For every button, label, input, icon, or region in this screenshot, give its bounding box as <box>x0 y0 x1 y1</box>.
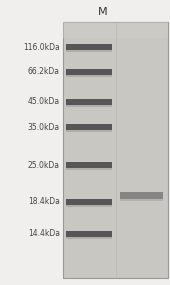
Bar <box>66 44 112 50</box>
Bar <box>120 198 163 201</box>
Bar <box>66 75 112 77</box>
Bar <box>66 199 112 205</box>
Bar <box>120 192 163 198</box>
Bar <box>66 168 112 170</box>
Bar <box>66 69 112 75</box>
Bar <box>66 130 112 132</box>
Bar <box>66 50 112 52</box>
Bar <box>63 22 168 38</box>
Text: 66.2kDa: 66.2kDa <box>28 68 60 76</box>
Bar <box>66 237 112 239</box>
Text: 35.0kDa: 35.0kDa <box>28 123 60 131</box>
Bar <box>63 22 168 278</box>
Text: 25.0kDa: 25.0kDa <box>28 160 60 170</box>
Bar <box>66 124 112 130</box>
Bar <box>66 231 112 237</box>
Bar <box>66 162 112 168</box>
Text: 45.0kDa: 45.0kDa <box>28 97 60 107</box>
Bar <box>66 99 112 105</box>
Bar <box>66 205 112 207</box>
Text: M: M <box>98 7 108 17</box>
Bar <box>66 105 112 107</box>
Text: 14.4kDa: 14.4kDa <box>28 229 60 239</box>
Text: 18.4kDa: 18.4kDa <box>28 198 60 207</box>
Text: 116.0kDa: 116.0kDa <box>23 42 60 52</box>
